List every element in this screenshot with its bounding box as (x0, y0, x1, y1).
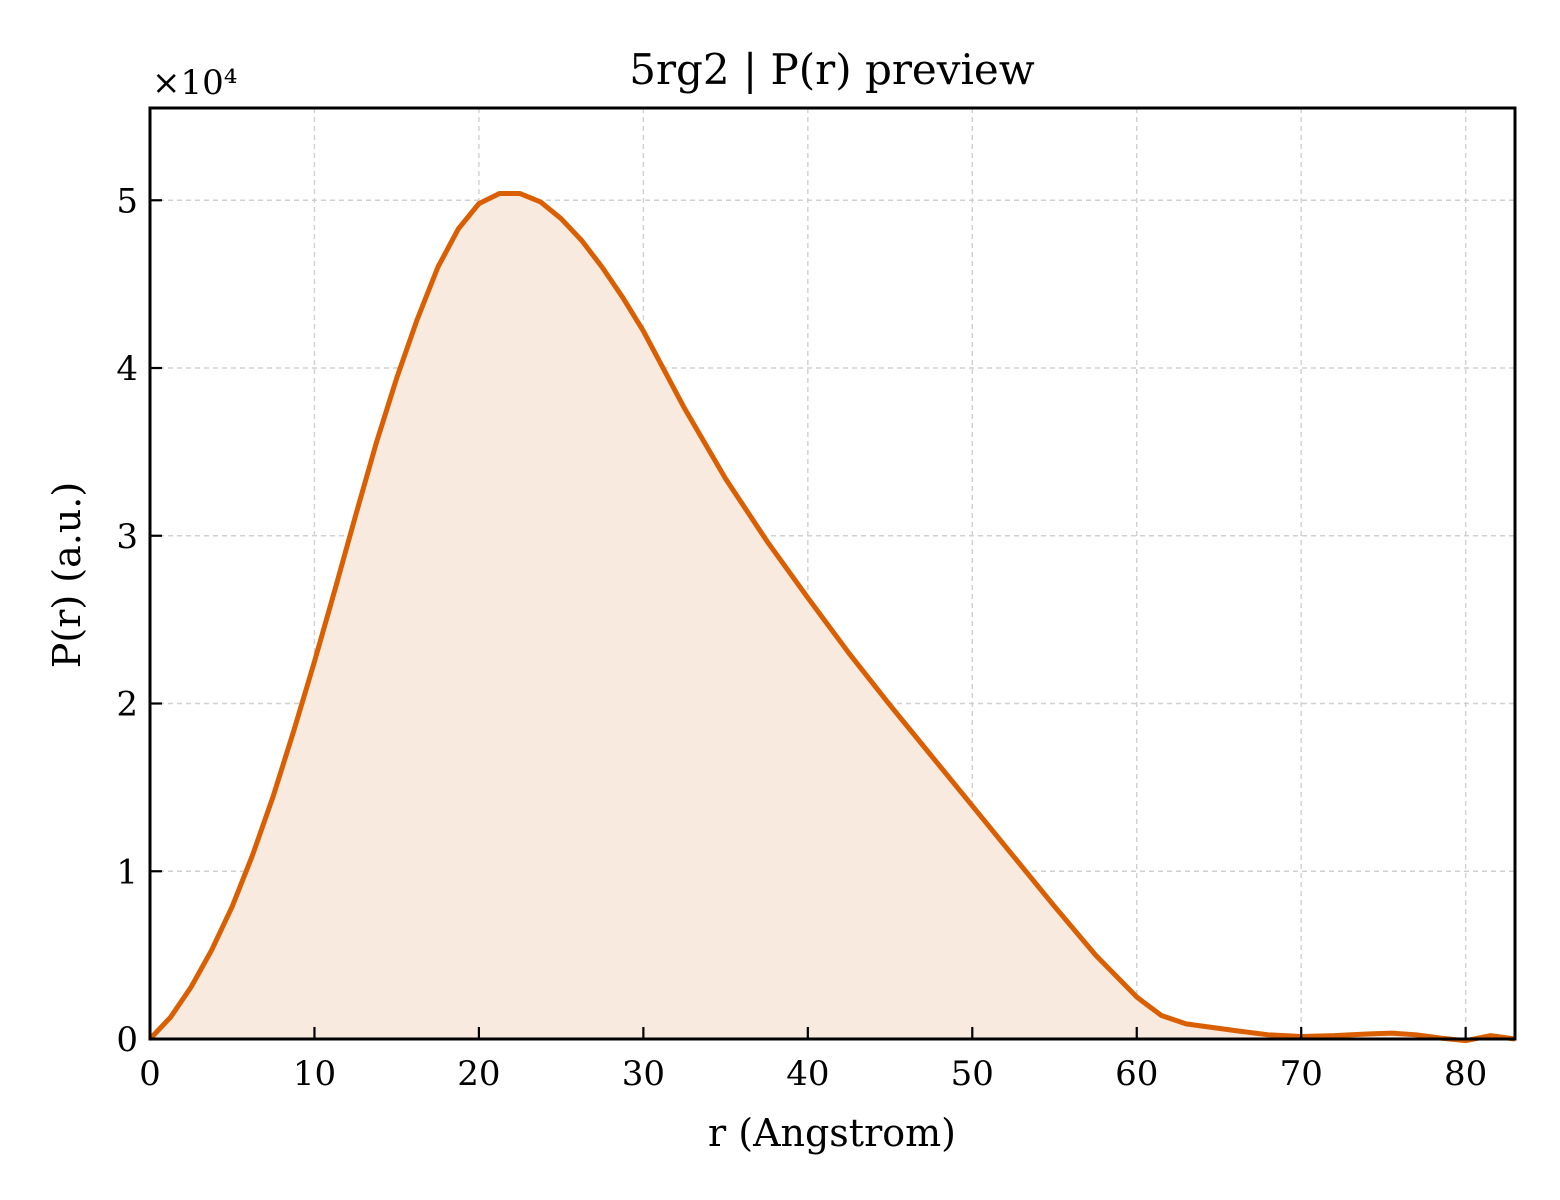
x-tick-label: 20 (457, 1054, 500, 1094)
y-tick-label: 1 (116, 852, 138, 892)
y-tick-label: 4 (116, 349, 138, 389)
y-tick-label: 2 (116, 685, 138, 725)
chart-title: 5rg2 | P(r) preview (629, 45, 1035, 94)
ticks (148, 199, 1467, 1041)
y-tick-label: 0 (116, 1020, 138, 1060)
y-axis-title: P(r) (a.u.) (45, 482, 89, 668)
x-tick-label: 60 (1115, 1054, 1158, 1094)
area-fill (150, 193, 1515, 1041)
tick-labels: 0 10 20 30 40 50 60 70 80 0 1 2 3 4 5 (116, 181, 1487, 1094)
x-tick-label: 40 (786, 1054, 829, 1094)
x-tick-label: 50 (951, 1054, 994, 1094)
x-tick-label: 70 (1280, 1054, 1323, 1094)
x-tick-label: 80 (1444, 1054, 1487, 1094)
y-tick-label: 5 (116, 181, 138, 221)
y-tick-label: 3 (116, 517, 138, 557)
plot-frame (148, 106, 1517, 1041)
x-tick-label: 10 (293, 1054, 336, 1094)
x-tick-label: 0 (139, 1054, 161, 1094)
series-line (148, 191, 1516, 1044)
x-axis-title: r (Angstrom) (708, 1111, 956, 1155)
y-multiplier-label: ×10⁴ (152, 63, 237, 103)
x-tick-label: 30 (622, 1054, 665, 1094)
